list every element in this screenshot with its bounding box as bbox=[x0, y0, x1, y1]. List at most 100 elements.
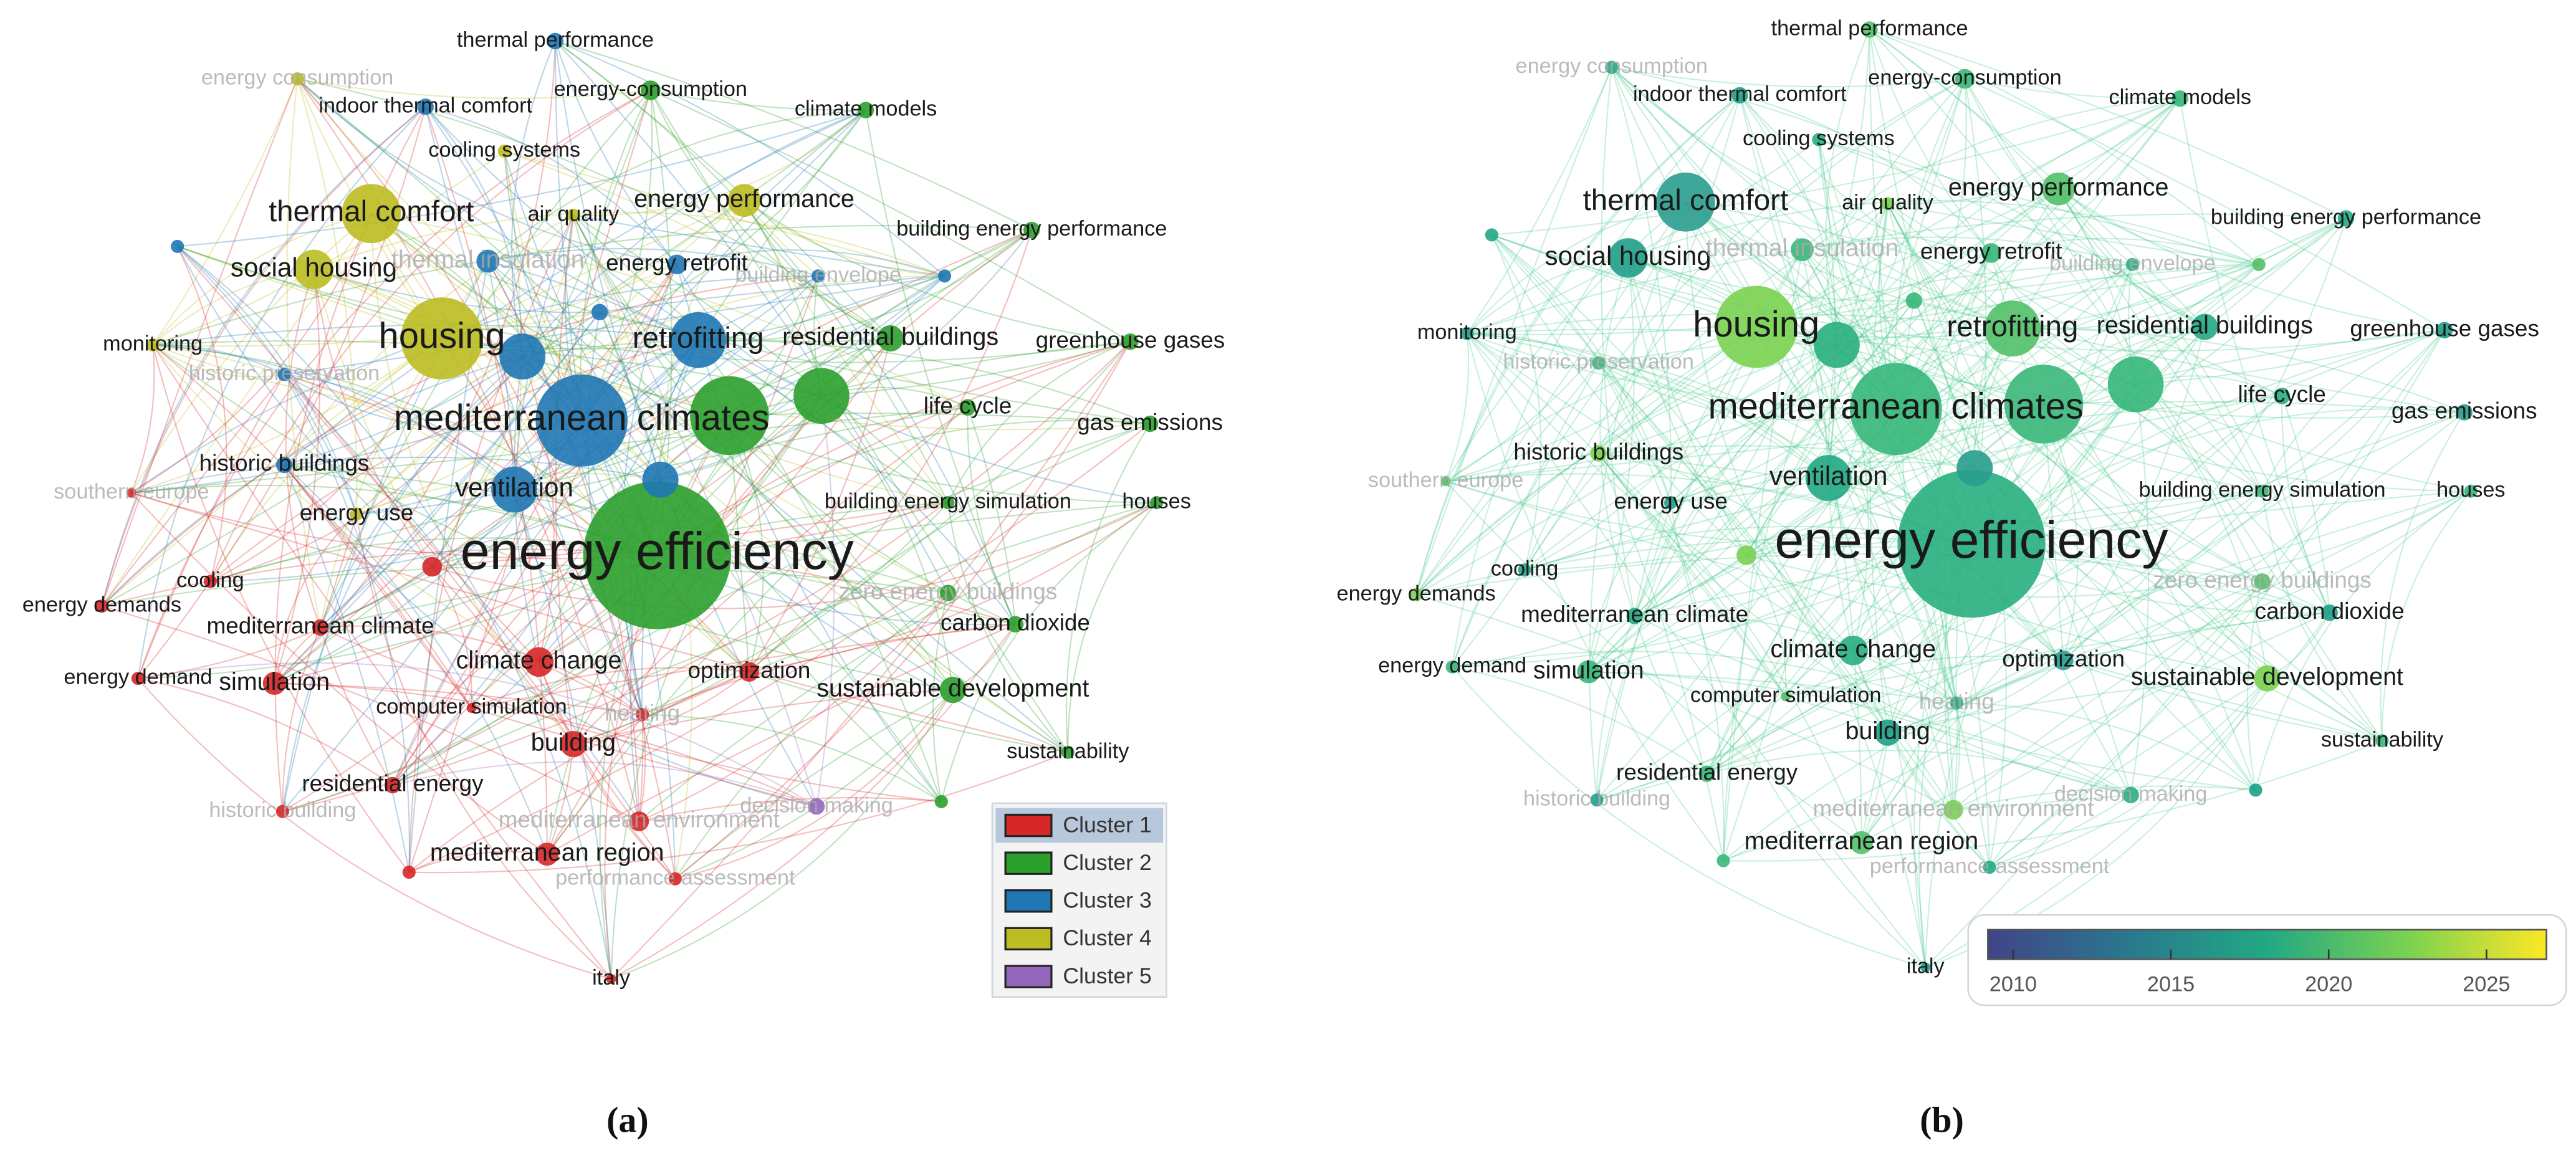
edge bbox=[1445, 473, 1972, 545]
node-label: carbon dioxide bbox=[2255, 598, 2405, 624]
edge bbox=[1869, 29, 2347, 219]
edge bbox=[581, 419, 954, 690]
edge bbox=[297, 78, 699, 341]
node-label: heating bbox=[1919, 689, 1994, 714]
edge bbox=[391, 275, 819, 786]
node bbox=[1061, 745, 1075, 759]
edge bbox=[1596, 344, 1837, 800]
edge bbox=[137, 677, 611, 980]
edge bbox=[284, 464, 548, 855]
edge bbox=[2057, 188, 2137, 384]
edge bbox=[1415, 326, 1757, 596]
edge bbox=[1828, 264, 2133, 479]
edge bbox=[2130, 384, 2150, 795]
edge bbox=[152, 344, 285, 378]
edge bbox=[209, 338, 443, 582]
node bbox=[384, 776, 401, 794]
edge bbox=[1707, 750, 2132, 796]
node-label: social housing bbox=[1545, 241, 1712, 270]
edge bbox=[967, 407, 1016, 625]
edge bbox=[284, 374, 410, 872]
node bbox=[2375, 734, 2389, 748]
edge bbox=[1611, 67, 1955, 810]
node bbox=[1007, 616, 1024, 633]
edge bbox=[650, 89, 866, 111]
edge bbox=[2246, 581, 2263, 791]
edge bbox=[424, 106, 676, 879]
edge bbox=[522, 356, 555, 662]
edge bbox=[572, 214, 1016, 625]
edge bbox=[1869, 203, 1889, 733]
node bbox=[1956, 450, 1993, 487]
edge bbox=[2043, 403, 2268, 679]
edge bbox=[152, 344, 472, 709]
edge bbox=[1756, 326, 2464, 419]
edge bbox=[1953, 794, 2131, 811]
edge bbox=[320, 502, 1157, 628]
edge bbox=[1965, 78, 2445, 331]
node bbox=[1605, 60, 1619, 74]
edge bbox=[1611, 67, 1965, 88]
node-label: building energy performance bbox=[896, 217, 1167, 241]
edge bbox=[1745, 79, 1966, 556]
edge bbox=[1627, 139, 1819, 259]
legend-swatch bbox=[1004, 889, 1053, 913]
edge bbox=[1887, 217, 2347, 733]
edge bbox=[1415, 362, 1599, 595]
edge bbox=[573, 502, 949, 745]
edge bbox=[1445, 480, 2383, 742]
node bbox=[2122, 786, 2139, 803]
edge bbox=[1739, 95, 1837, 345]
node-label: thermal comfort bbox=[269, 195, 474, 228]
node-label: gas emissions bbox=[1077, 409, 1223, 435]
edge bbox=[431, 566, 472, 709]
edge bbox=[152, 79, 299, 346]
edge bbox=[284, 464, 472, 709]
node bbox=[466, 703, 477, 713]
node bbox=[262, 672, 286, 695]
node-label: cooling bbox=[1491, 557, 1559, 581]
edge bbox=[2057, 188, 2263, 492]
edge bbox=[297, 78, 1068, 753]
node bbox=[2254, 665, 2281, 692]
edge bbox=[555, 215, 574, 745]
edge bbox=[152, 344, 515, 490]
node-label: climate models bbox=[795, 97, 937, 121]
edge bbox=[1415, 553, 2262, 596]
edge bbox=[1445, 480, 2262, 548]
edge bbox=[573, 671, 750, 745]
edge bbox=[675, 689, 954, 880]
edge bbox=[1860, 395, 2282, 843]
edge bbox=[1706, 264, 2133, 774]
edge bbox=[176, 246, 433, 568]
edge bbox=[2012, 217, 2347, 330]
edge bbox=[1634, 300, 1915, 616]
edge bbox=[555, 41, 891, 339]
node bbox=[476, 249, 500, 273]
edge bbox=[1588, 326, 2205, 672]
node bbox=[1655, 172, 1715, 232]
edge bbox=[1588, 384, 2137, 673]
edge bbox=[729, 413, 1151, 425]
edge bbox=[1836, 98, 2181, 346]
edge bbox=[1817, 139, 1976, 469]
node-label: decision making bbox=[2054, 782, 2208, 806]
edge bbox=[865, 110, 1016, 625]
edge bbox=[1895, 264, 2259, 410]
node bbox=[417, 98, 434, 115]
edge bbox=[546, 743, 574, 855]
node bbox=[1874, 719, 1901, 746]
edge bbox=[1611, 67, 2383, 742]
node-label: sustainable development bbox=[816, 675, 1089, 702]
node bbox=[402, 866, 416, 879]
edge bbox=[424, 107, 643, 715]
edge bbox=[1887, 203, 2383, 742]
edge bbox=[1445, 264, 2133, 482]
node-label: residential energy bbox=[1616, 759, 1798, 785]
edge bbox=[284, 374, 640, 822]
node bbox=[560, 730, 587, 758]
edge bbox=[1415, 344, 1837, 595]
node bbox=[1626, 608, 1643, 624]
colorbar: 2010 2015 2020 2025 bbox=[1967, 914, 2567, 1006]
edge bbox=[431, 199, 745, 567]
